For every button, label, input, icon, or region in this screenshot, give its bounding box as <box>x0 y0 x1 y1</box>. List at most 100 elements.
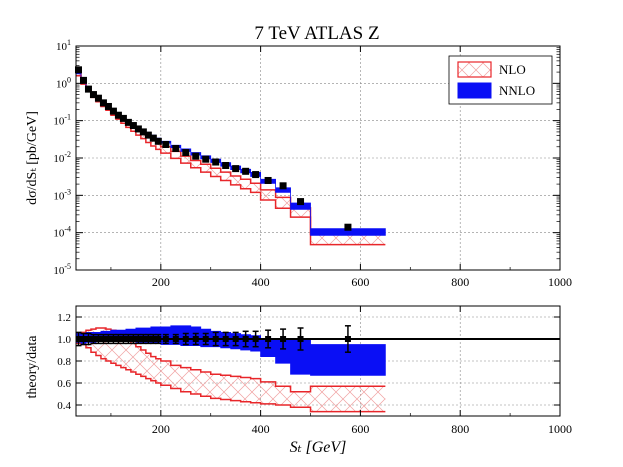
y-tick-exponent: -4 <box>64 225 71 234</box>
ratio-data-point <box>182 336 189 342</box>
data-point <box>89 91 97 99</box>
data-point <box>94 94 102 102</box>
x-tick-label: 800 <box>451 275 469 289</box>
ratio-data-point <box>150 336 157 342</box>
data-point <box>232 165 240 173</box>
data-point <box>129 122 137 130</box>
main-plot-panel: 7 TeV ATLAS Z dσ/dSₜ [pb/GeV] 200 400 600 8… <box>25 23 572 289</box>
data-point <box>222 161 230 169</box>
y-axis-label: dσ/dSₜ [pb/GeV] <box>25 111 40 205</box>
ratio-plot-panel: theory/data Sₜ [GeV] 200 400 600 800 1000 0.… <box>25 305 572 456</box>
y-tick-label: 10-1 <box>53 113 71 128</box>
ratio-data-point <box>172 336 179 342</box>
data-point <box>144 131 152 139</box>
data-point <box>297 198 305 206</box>
y-tick-label: 1.0 <box>57 334 71 346</box>
legend-nlo-swatch <box>457 61 492 78</box>
ratio-data-point <box>280 336 287 342</box>
data-point <box>74 66 82 74</box>
ratio-data-point <box>130 336 137 342</box>
y-tick-exponent: 0 <box>67 75 71 84</box>
data-point <box>149 134 157 142</box>
ratio-data-point <box>344 336 351 342</box>
legend-nlo-label: NLO <box>499 62 526 77</box>
ratio-data-point <box>155 336 162 342</box>
ratio-y-ticks: 0.4 0.6 0.8 1.0 1.2 <box>57 312 560 412</box>
ratio-data-point <box>80 336 87 342</box>
y-tick-exponent: -1 <box>64 113 71 122</box>
data-point <box>212 158 220 166</box>
data-point <box>139 128 147 136</box>
nlo-upper-edge <box>76 69 386 236</box>
ratio-data-point <box>242 336 249 342</box>
ratio-data-point <box>125 336 132 342</box>
data-points <box>74 66 352 231</box>
data-point <box>119 114 127 122</box>
ratio-data-point <box>232 336 239 342</box>
data-point <box>114 111 122 119</box>
y-tick-label: 0.4 <box>57 400 71 412</box>
ratio-data-point <box>192 336 199 342</box>
x-tick-label: 600 <box>351 275 369 289</box>
data-point <box>162 140 170 148</box>
data-point <box>242 167 250 175</box>
data-point <box>279 182 287 190</box>
y-tick-label: 0.8 <box>57 356 71 368</box>
x-tick-label: 200 <box>152 275 170 289</box>
x-axis-label: Sₜ [GeV] <box>290 439 347 456</box>
ratio-data-point <box>212 336 219 342</box>
y-tick-exponent: -5 <box>64 262 71 271</box>
data-point <box>344 223 352 231</box>
data-point <box>182 149 190 157</box>
x-tick-label: 1000 <box>548 275 572 289</box>
data-point <box>134 125 142 133</box>
ratio-data-point <box>222 336 229 342</box>
data-point <box>252 171 260 179</box>
ratio-data-points <box>75 325 351 353</box>
y-tick-exponent: -2 <box>64 150 71 159</box>
x-tick-label: 600 <box>351 422 369 436</box>
ratio-y-axis-label: theory/data <box>25 335 40 399</box>
x-tick-label: 400 <box>252 275 270 289</box>
y-tick-label: 10-5 <box>53 262 71 277</box>
nlo-lower-edge <box>76 74 386 246</box>
ratio-data-point <box>265 336 272 342</box>
ratio-data-point <box>90 336 97 342</box>
x-tick-label: 800 <box>451 422 469 436</box>
y-tick-label: 10-4 <box>53 225 71 240</box>
ratio-data-point <box>202 336 209 342</box>
data-point <box>104 102 112 110</box>
x-tick-label: 1000 <box>548 422 572 436</box>
data-point <box>84 85 92 93</box>
nnlo-band <box>75 68 386 236</box>
y-tick-label: 101 <box>56 38 71 53</box>
ratio-data-point <box>85 336 92 342</box>
data-point <box>172 144 180 152</box>
legend: NLO NNLO <box>448 55 553 105</box>
y-tick-exponent: -3 <box>64 187 71 196</box>
ratio-data-point <box>145 336 152 342</box>
y-tick-exponent: 1 <box>67 38 71 47</box>
nlo-lower-edge <box>76 342 386 413</box>
ratio-data-point <box>140 336 147 342</box>
y-tick-label: 10-3 <box>53 187 71 202</box>
ratio-x-ticks: 200 400 600 800 1000 <box>110 306 572 436</box>
ratio-data-point <box>95 336 102 342</box>
ratio-data-point <box>120 336 127 342</box>
y-tick-label: 100 <box>56 75 71 90</box>
x-tick-label: 400 <box>252 422 270 436</box>
ratio-data-point <box>100 336 107 342</box>
x-tick-label: 200 <box>152 422 170 436</box>
data-point <box>202 155 210 163</box>
x-ticks: 200 400 600 800 1000 <box>110 46 572 289</box>
data-point <box>79 76 87 84</box>
data-point <box>99 99 107 107</box>
nlo-upper-edge <box>76 327 386 393</box>
y-tick-label: 0.6 <box>57 378 71 390</box>
ratio-data-point <box>105 336 112 342</box>
legend-nnlo-swatch <box>457 82 492 99</box>
nnlo-band-fill <box>75 68 386 236</box>
chart-title: 7 TeV ATLAS Z <box>254 23 379 44</box>
ratio-data-point <box>297 336 304 342</box>
